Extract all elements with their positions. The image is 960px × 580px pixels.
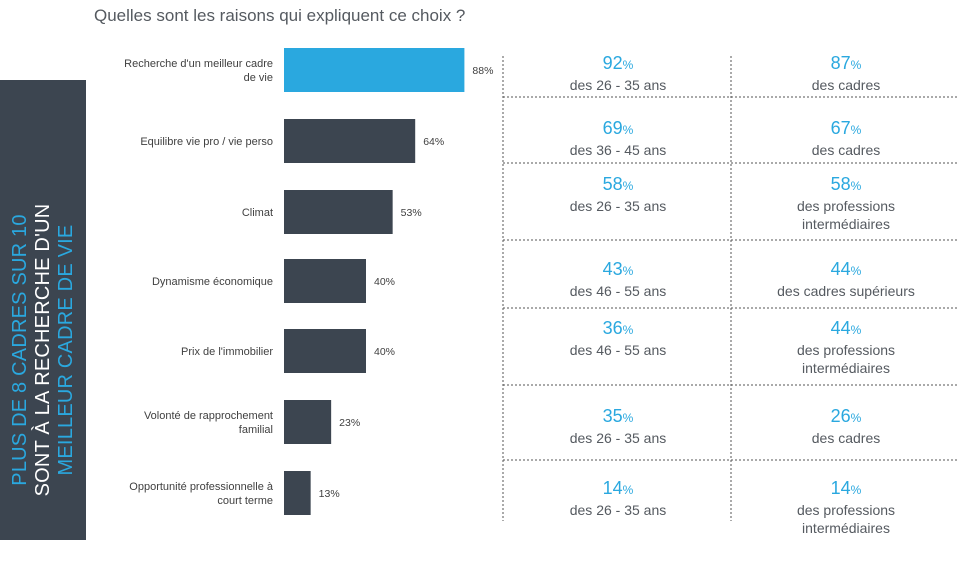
stat-block: 44% des cadres supérieurs	[733, 258, 959, 300]
stat-block: 14% des 26 - 35 ans	[505, 477, 731, 519]
stat-percentage: 44%	[733, 258, 959, 282]
stat-unit: %	[850, 483, 862, 497]
bar	[284, 471, 311, 515]
stat-description: des cadres supérieurs	[777, 283, 915, 299]
stat-percentage: 14%	[505, 477, 731, 501]
bar	[284, 119, 416, 163]
stat-value: 58	[602, 174, 623, 194]
stat-description: des cadres	[811, 77, 881, 93]
stat-block: 14% des professions intermédiaires	[733, 477, 959, 537]
stat-unit: %	[622, 483, 634, 497]
stat-percentage: 58%	[733, 173, 959, 197]
bar-value-label: 23%	[339, 417, 360, 429]
bar-value-label: 40%	[374, 346, 395, 358]
stat-description: des 46 - 55 ans	[569, 283, 667, 299]
category-label: Recherche d'un meilleur cadre de vie	[124, 58, 273, 84]
stat-unit: %	[622, 123, 634, 137]
stat-unit: %	[850, 323, 862, 337]
stat-block: 87% des cadres	[733, 52, 959, 94]
stat-value: 44	[830, 259, 851, 279]
stat-value: 43	[602, 259, 623, 279]
page-title: Quelles sont les raisons qui expliquent …	[94, 6, 466, 25]
stat-block: 35% des 26 - 35 ans	[505, 405, 731, 447]
stat-description: des 26 - 35 ans	[569, 430, 667, 446]
stat-block: 44% des professions intermédiaires	[733, 317, 959, 377]
stat-value: 58	[830, 174, 851, 194]
stat-value: 44	[830, 318, 851, 338]
stat-percentage: 43%	[505, 258, 731, 282]
stat-value: 69	[602, 118, 623, 138]
bar-value-label: 53%	[401, 207, 422, 219]
bar	[284, 400, 332, 444]
category-label: Prix de l'immobilier	[181, 346, 273, 358]
stat-value: 35	[602, 406, 623, 426]
bar-value-label: 88%	[472, 65, 493, 77]
stat-percentage: 36%	[505, 317, 731, 341]
stat-percentage: 87%	[733, 52, 959, 76]
stat-block: 69% des 36 - 45 ans	[505, 117, 731, 159]
stat-block: 58% des 26 - 35 ans	[505, 173, 731, 215]
stat-block: 43% des 46 - 55 ans	[505, 258, 731, 300]
stat-description: des 36 - 45 ans	[569, 142, 667, 158]
bar-value-label: 13%	[319, 488, 340, 500]
stat-description: intermédiaires	[802, 520, 890, 536]
stat-description: des professions	[796, 198, 896, 214]
bar-value-label: 40%	[374, 276, 395, 288]
stat-unit: %	[622, 323, 634, 337]
stat-description: des cadres	[811, 142, 881, 158]
category-label: Volonté de rapprochement familial	[144, 410, 273, 436]
bar	[284, 329, 366, 373]
stat-value: 92	[602, 53, 623, 73]
stat-unit: %	[622, 179, 634, 193]
stat-percentage: 69%	[505, 117, 731, 141]
category-label: Equilibre vie pro / vie perso	[140, 136, 273, 148]
stat-description: intermédiaires	[802, 216, 890, 232]
stat-percentage: 44%	[733, 317, 959, 341]
stat-description: des 26 - 35 ans	[569, 77, 667, 93]
stat-value: 67	[830, 118, 851, 138]
sidebar-panel: PLUS DE 8 CADRES SUR 10 SONT À LA RECHERC…	[0, 80, 86, 540]
stat-unit: %	[850, 411, 862, 425]
stat-value: 36	[602, 318, 623, 338]
stat-unit: %	[622, 264, 634, 278]
category-label: Climat	[242, 207, 273, 219]
stat-block: 58% des professions intermédiaires	[733, 173, 959, 233]
stat-percentage: 92%	[505, 52, 731, 76]
stat-value: 87	[830, 53, 851, 73]
stat-unit: %	[850, 58, 862, 72]
stat-block: 26% des cadres	[733, 405, 959, 447]
bar	[284, 48, 465, 92]
stat-percentage: 35%	[505, 405, 731, 429]
stat-unit: %	[622, 58, 634, 72]
stat-description: des professions	[796, 342, 896, 358]
stat-value: 14	[830, 478, 851, 498]
stat-unit: %	[850, 123, 862, 137]
stat-description: des 46 - 55 ans	[569, 342, 667, 358]
stat-percentage: 67%	[733, 117, 959, 141]
stat-unit: %	[850, 179, 862, 193]
stat-description: des cadres	[811, 430, 881, 446]
stat-unit: %	[850, 264, 862, 278]
bar	[284, 190, 393, 234]
stat-value: 14	[602, 478, 623, 498]
bar-value-label: 64%	[423, 136, 444, 148]
stat-description: des 26 - 35 ans	[569, 198, 667, 214]
stat-description: des 26 - 35 ans	[569, 502, 667, 518]
stat-block: 36% des 46 - 55 ans	[505, 317, 731, 359]
stat-block: 67% des cadres	[733, 117, 959, 159]
stat-unit: %	[622, 411, 634, 425]
stat-percentage: 26%	[733, 405, 959, 429]
stat-block: 92% des 26 - 35 ans	[505, 52, 731, 94]
stat-percentage: 14%	[733, 477, 959, 501]
bar	[284, 259, 366, 303]
stat-percentage: 58%	[505, 173, 731, 197]
category-label: Opportunité professionnelle à court terme	[129, 481, 274, 507]
stat-description: intermédiaires	[802, 360, 890, 376]
category-label: Dynamisme économique	[152, 276, 273, 288]
bar-chart: 88% Recherche d'un meilleur cadre de vie 64…	[124, 48, 958, 521]
stat-description: des professions	[796, 502, 896, 518]
stat-value: 26	[830, 406, 851, 426]
